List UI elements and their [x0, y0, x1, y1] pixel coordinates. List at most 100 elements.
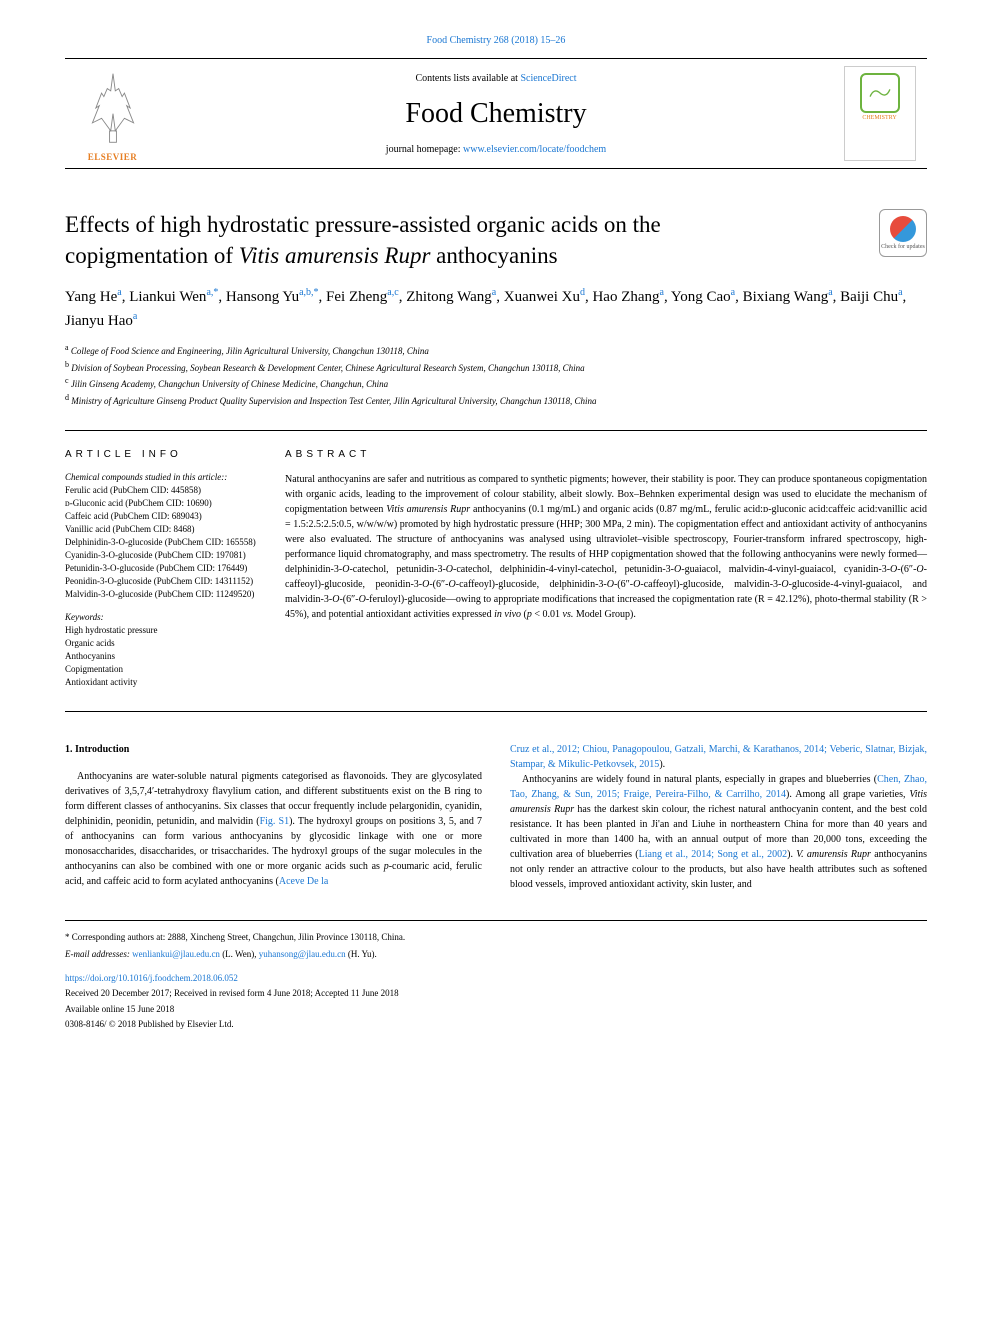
compound-item: Delphinidin-3-O-glucoside (PubChem CID: … [65, 536, 265, 549]
divider-bottom [65, 711, 927, 712]
journal-reference[interactable]: Food Chemistry 268 (2018) 15–26 [65, 35, 927, 46]
affiliations-list: a College of Food Science and Engineerin… [65, 342, 927, 408]
email-link-2[interactable]: yuhansong@jlau.edu.cn [259, 949, 346, 959]
crossmark-badge[interactable]: Check for updates [879, 209, 927, 257]
keyword-item: Organic acids [65, 637, 265, 650]
text-run: -(6″- [429, 579, 448, 590]
italic-text: O [359, 594, 366, 605]
email-line: E-mail addresses: wenliankui@jlau.edu.cn… [65, 948, 927, 962]
authors-list: Yang Hea, Liankui Wena,*, Hansong Yua,b,… [65, 285, 927, 332]
italic-text: O [781, 579, 788, 590]
text-run: ). [659, 759, 665, 770]
keyword-item: Antioxidant activity [65, 676, 265, 689]
doi-link[interactable]: https://doi.org/10.1016/j.foodchem.2018.… [65, 973, 238, 983]
intro-col-right: Cruz et al., 2012; Chiou, Panagopoulou, … [510, 742, 927, 892]
keyword-item: High hydrostatic pressure [65, 624, 265, 637]
text-run: -guaiacol, malvidin-4-vinyl-guaiacol, cy… [681, 564, 890, 575]
journal-header: ELSEVIER Contents lists available at Sci… [65, 58, 927, 169]
email1-suffix: (L. Wen), [220, 949, 259, 959]
header-center: Contents lists available at ScienceDirec… [160, 59, 832, 168]
citation-link[interactable]: Liang et al., 2014; Song et al., 2002 [639, 849, 788, 860]
publisher-logo-block: ELSEVIER [65, 59, 160, 168]
compound-item: Caffeic acid (PubChem CID: 689043) [65, 510, 265, 523]
affiliation-item: b Division of Soybean Processing, Soybea… [65, 359, 927, 376]
italic-text: Vitis amurensis Rupr [386, 504, 470, 515]
cover-thumb-text: CHEMISTRY [862, 115, 896, 122]
contents-available-line: Contents lists available at ScienceDirec… [160, 73, 832, 84]
italic-text: O [607, 579, 614, 590]
homepage-link[interactable]: www.elsevier.com/locate/foodchem [463, 144, 606, 155]
elsevier-tree-icon [75, 65, 150, 150]
crossmark-label: Check for updates [881, 244, 925, 250]
title-line1: Effects of high hydrostatic pressure-ass… [65, 212, 661, 237]
title-line2b: anthocyanins [430, 243, 557, 268]
elsevier-label: ELSEVIER [88, 152, 138, 162]
received-line: Received 20 December 2017; Received in r… [65, 987, 927, 1001]
abstract-text: Natural anthocyanins are safer and nutri… [285, 472, 927, 622]
text-run: -(6″- [339, 594, 358, 605]
email-label: E-mail addresses: [65, 949, 130, 959]
keywords-label: Keywords: [65, 612, 265, 622]
keyword-item: Anthocyanins [65, 650, 265, 663]
affiliation-item: a College of Food Science and Engineerin… [65, 342, 927, 359]
italic-text: O [446, 564, 453, 575]
divider-top [65, 430, 927, 431]
affiliation-item: d Ministry of Agriculture Ginseng Produc… [65, 392, 927, 409]
compound-item: Cyanidin-3-O-glucoside (PubChem CID: 197… [65, 549, 265, 562]
text-run: -caffeoyl)-glucoside, delphinidin-3- [456, 579, 607, 590]
italic-text: V. amurensis Rupr [796, 849, 871, 860]
citation-link[interactable]: Aceve De la [279, 876, 328, 887]
contents-prefix: Contents lists available at [415, 73, 520, 84]
compound-item: Peonidin-3-O-glucoside (PubChem CID: 143… [65, 575, 265, 588]
text-run: ). Among all grape varieties, [786, 789, 909, 800]
email-link-1[interactable]: wenliankui@jlau.edu.cn [132, 949, 220, 959]
doi-line: https://doi.org/10.1016/j.foodchem.2018.… [65, 972, 927, 986]
compound-item: ᴅ-Gluconic acid (PubChem CID: 10690) [65, 497, 265, 510]
text-run: -(6″- [897, 564, 916, 575]
text-run: -catechol, petunidin-3- [349, 564, 445, 575]
cover-thumbnail-block: CHEMISTRY [832, 59, 927, 168]
email2-suffix: (H. Yu). [346, 949, 377, 959]
journal-cover-thumb: CHEMISTRY [844, 66, 916, 161]
food-chemistry-icon [860, 73, 900, 113]
compounds-list: Ferulic acid (PubChem CID: 445858)ᴅ-Gluc… [65, 484, 265, 601]
citation-link[interactable]: Fig. S1 [260, 816, 290, 827]
intro-p1: Anthocyanins are water-soluble natural p… [65, 769, 482, 889]
title-italic: Vitis amurensis Rupr [239, 243, 431, 268]
italic-text: in vivo [494, 609, 521, 620]
article-title: Effects of high hydrostatic pressure-ass… [65, 209, 859, 271]
compounds-label: Chemical compounds studied in this artic… [65, 472, 265, 482]
compound-item: Petunidin-3-O-glucoside (PubChem CID: 17… [65, 562, 265, 575]
text-run: < 0.01 [532, 609, 563, 620]
corresponding-author-note: * Corresponding authors at: 2888, Xinche… [65, 931, 927, 945]
text-run: ). [787, 849, 796, 860]
text-run: Model Group). [573, 609, 636, 620]
affiliation-item: c Jilin Ginseng Academy, Changchun Unive… [65, 375, 927, 392]
copyright-line: 0308-8146/ © 2018 Published by Elsevier … [65, 1018, 927, 1032]
italic-text: O [449, 579, 456, 590]
compound-item: Ferulic acid (PubChem CID: 445858) [65, 484, 265, 497]
keyword-item: Copigmentation [65, 663, 265, 676]
article-info-heading: ARTICLE INFO [65, 449, 265, 460]
italic-text: O [916, 564, 923, 575]
journal-name: Food Chemistry [160, 98, 832, 130]
keywords-list: High hydrostatic pressureOrganic acidsAn… [65, 624, 265, 689]
intro-p2: Anthocyanins are widely found in natural… [510, 772, 927, 892]
text-run: -catechol, delphinidin-4-vinyl-catechol,… [453, 564, 674, 575]
text-run: -caffeoyl)-glucoside, malvidin-3- [640, 579, 781, 590]
citation-link[interactable]: Cruz et al., 2012; Chiou, Panagopoulou, … [510, 744, 927, 770]
compound-item: Malvidin-3-O-glucoside (PubChem CID: 112… [65, 588, 265, 601]
intro-col2-continuation: Cruz et al., 2012; Chiou, Panagopoulou, … [510, 742, 927, 772]
italic-text: vs. [563, 609, 574, 620]
title-line2a: copigmentation of [65, 243, 239, 268]
crossmark-icon [890, 216, 916, 242]
compound-item: Vanillic acid (PubChem CID: 8468) [65, 523, 265, 536]
abstract-heading: ABSTRACT [285, 449, 927, 460]
text-run: Anthocyanins are widely found in natural… [522, 774, 877, 785]
article-info-column: ARTICLE INFO Chemical compounds studied … [65, 449, 285, 689]
intro-heading: 1. Introduction [65, 742, 482, 757]
homepage-prefix: journal homepage: [386, 144, 463, 155]
sciencedirect-link[interactable]: ScienceDirect [520, 73, 576, 84]
footer-block: * Corresponding authors at: 2888, Xinche… [65, 920, 927, 1032]
available-line: Available online 15 June 2018 [65, 1003, 927, 1017]
